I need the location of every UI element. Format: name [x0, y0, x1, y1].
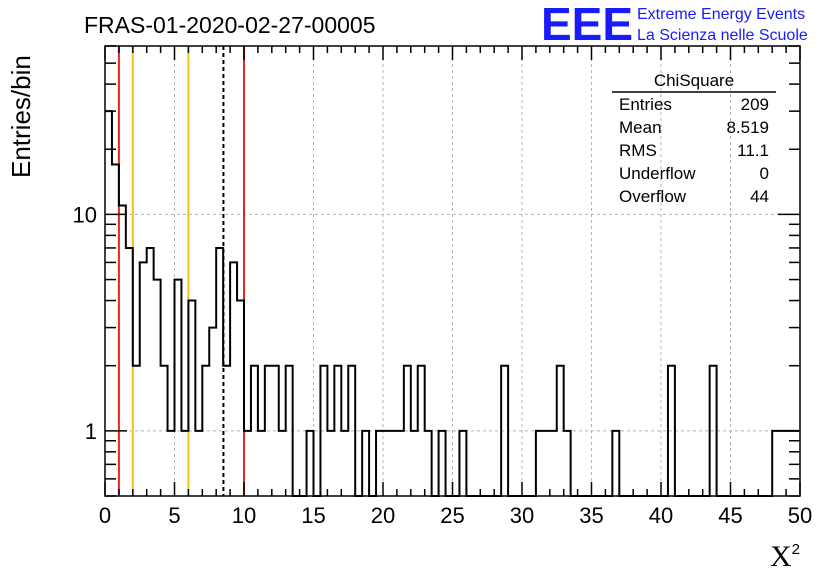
stat-value: 44: [750, 187, 769, 206]
logo-line-1: Extreme Energy Events: [637, 6, 805, 23]
x-axis-label-base: X: [770, 540, 792, 572]
stat-label: Entries: [619, 95, 672, 114]
x-tick-label: 5: [168, 503, 180, 528]
x-tick-label: 30: [510, 503, 534, 528]
stats-rows: Entries 209 Mean 8.519 RMS 11.1 Underflow 0 Over…: [619, 95, 769, 206]
y-tick-labels: 1 10: [73, 202, 97, 443]
stats-title: ChiSquare: [654, 71, 734, 90]
stat-label: RMS: [619, 141, 657, 160]
x-tick-label: 25: [440, 503, 464, 528]
eee-logo: EEE Extreme Energy Events La Scienza nel…: [541, 0, 808, 50]
stat-label: Overflow: [619, 187, 687, 206]
stat-value: 209: [741, 95, 769, 114]
x-tick-label: 15: [301, 503, 325, 528]
stat-value: 8.519: [726, 118, 769, 137]
y-axis-label: Entries/bin: [6, 55, 36, 178]
stat-label: Mean: [619, 118, 662, 137]
y-tick-label: 1: [85, 419, 97, 444]
grid-lines: [105, 46, 800, 496]
x-tick-label: 45: [718, 503, 742, 528]
x-tick-labels: 0 5 10 15 20 25 30 35 40 45 50: [99, 503, 812, 528]
x-axis-label-sup: 2: [792, 541, 800, 558]
x-tick-label: 50: [788, 503, 812, 528]
x-tick-label: 35: [579, 503, 603, 528]
chart-title: FRAS-01-2020-02-27-00005: [84, 12, 376, 38]
x-tick-label: 10: [232, 503, 256, 528]
logo-line-2: La Scienza nelle Scuole: [637, 27, 808, 44]
stat-label: Underflow: [619, 164, 696, 183]
stat-value: 0: [760, 164, 769, 183]
stat-value: 11.1: [737, 141, 769, 160]
stats-box: ChiSquare Entries 209 Mean 8.519 RMS 11.1 Unde…: [612, 71, 776, 206]
x-tick-label: 20: [371, 503, 395, 528]
logo-mark: EEE: [541, 0, 633, 50]
y-tick-label: 10: [73, 202, 97, 227]
x-tick-label: 0: [99, 503, 111, 528]
x-tick-label: 40: [649, 503, 673, 528]
x-axis-label: X2: [770, 540, 800, 572]
axis-ticks: [104, 45, 801, 497]
